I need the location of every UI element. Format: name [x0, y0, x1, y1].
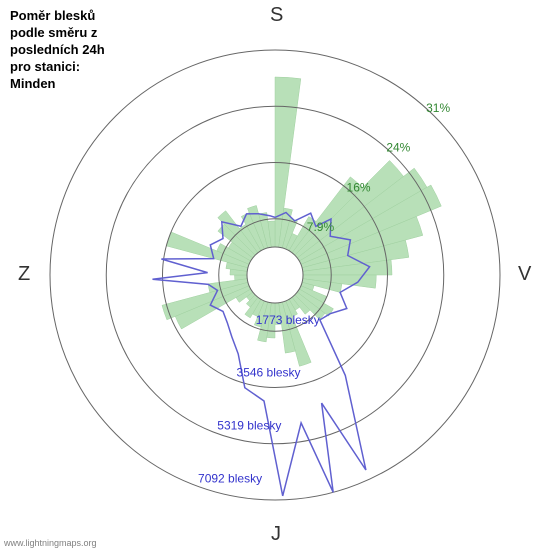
ring-label: 7092 blesky [198, 471, 262, 485]
polar-chart-container: { "title_lines": ["Poměr blesků", "podle… [0, 0, 550, 550]
ring-label: 5319 blesky [217, 419, 281, 433]
cardinal-right: V [518, 263, 531, 286]
cardinal-top: S [270, 4, 283, 27]
ring-label: 1773 blesky [256, 313, 320, 327]
center-hole [247, 247, 303, 303]
cardinal-left: Z [18, 263, 30, 286]
ring-label: 31% [426, 101, 450, 115]
cardinal-bottom: J [271, 523, 281, 546]
title-line: Poměr blesků [10, 8, 95, 23]
title-line: posledních 24h [10, 42, 105, 57]
chart-title: Poměr blesků podle směru z posledních 24… [10, 8, 105, 92]
title-line: Minden [10, 76, 56, 91]
ring-label: 16% [347, 180, 371, 194]
ring-label: 3546 blesky [237, 366, 301, 380]
ring-label: 7.9% [307, 220, 335, 234]
title-line: podle směru z [10, 25, 97, 40]
footer-link[interactable]: www.lightningmaps.org [4, 538, 97, 548]
title-line: pro stanici: [10, 59, 80, 74]
ring-label: 24% [386, 141, 410, 155]
